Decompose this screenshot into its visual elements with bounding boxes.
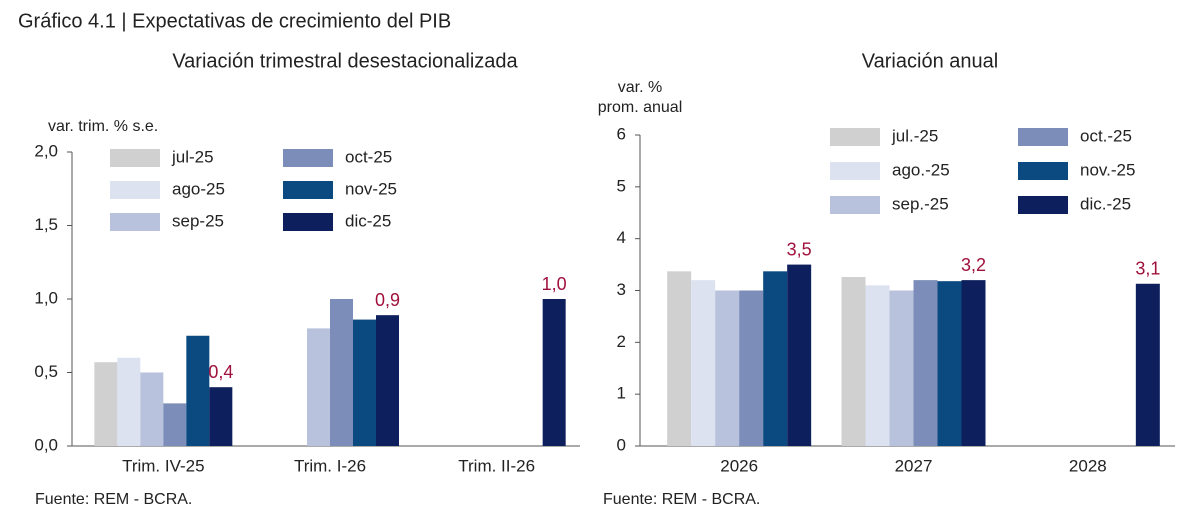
chart-title: Variación trimestral desestacionalizada (172, 50, 518, 72)
legend-label: dic.-25 (1080, 194, 1131, 213)
legend-swatch (830, 162, 880, 180)
x-tick-label: Trim. II-26 (458, 456, 535, 475)
bar (889, 290, 914, 446)
source: Fuente: REM - BCRA. (603, 491, 760, 508)
bar (330, 299, 353, 446)
y-tick-label: 1,5 (34, 215, 58, 234)
bar (376, 315, 399, 446)
legend-swatch (1018, 162, 1068, 180)
legend-label: jul-25 (171, 147, 214, 166)
bar (1135, 283, 1160, 446)
legend-label: nov.-25 (1080, 160, 1135, 179)
legend-swatch (110, 181, 160, 199)
legend-label: nov-25 (345, 179, 397, 198)
y-tick-label: 6 (617, 124, 626, 143)
legend-swatch (283, 181, 333, 199)
bar (163, 403, 187, 446)
y-tick-label: 5 (617, 176, 626, 195)
bar (787, 264, 812, 446)
y-tick-label: 1,0 (34, 288, 58, 307)
bar (353, 319, 376, 446)
bar (937, 281, 962, 446)
bar (739, 290, 764, 446)
x-tick-label: Trim. IV-25 (122, 456, 205, 475)
bar (763, 271, 788, 446)
legend-swatch (830, 128, 880, 146)
legend-swatch (1018, 128, 1068, 146)
legend-label: oct.-25 (1080, 126, 1132, 145)
y-axis-label: var. % (618, 79, 662, 96)
data-label: 3,2 (961, 255, 986, 275)
bar (913, 280, 938, 446)
bar (117, 357, 141, 446)
y-tick-label: 0,0 (34, 435, 58, 454)
x-tick-label: 2026 (720, 456, 758, 475)
x-tick-label: 2028 (1069, 456, 1107, 475)
data-label: 0,4 (208, 362, 233, 382)
legend-swatch (283, 149, 333, 167)
bar (691, 280, 716, 446)
legend-label: sep.-25 (892, 194, 949, 213)
bar (307, 328, 330, 446)
data-label: 1,0 (542, 274, 567, 294)
bar (542, 299, 566, 446)
bar (865, 285, 890, 446)
x-tick-label: 2027 (895, 456, 933, 475)
bar (94, 362, 118, 446)
y-axis-label: prom. anual (598, 99, 683, 116)
y-tick-label: 0,5 (34, 362, 58, 381)
chart-title: Variación anual (862, 50, 998, 72)
y-tick-label: 4 (617, 228, 626, 247)
source: Fuente: REM - BCRA. (35, 491, 192, 508)
y-axis-label: var. trim. % s.e. (48, 118, 158, 135)
data-label: 3,5 (787, 239, 812, 259)
page-title: Gráfico 4.1 | Expectativas de crecimient… (18, 10, 451, 32)
data-label: 0,9 (375, 290, 400, 310)
legend-label: jul.-25 (891, 126, 938, 145)
legend-swatch (1018, 196, 1068, 214)
bar (667, 271, 692, 446)
y-tick-label: 3 (617, 280, 626, 299)
legend-label: dic-25 (345, 211, 391, 230)
legend-label: oct-25 (345, 147, 392, 166)
y-tick-label: 0 (617, 435, 626, 454)
legend-label: sep-25 (172, 211, 224, 230)
legend-label: ago.-25 (892, 160, 950, 179)
legend-label: ago-25 (172, 179, 225, 198)
legend-swatch (830, 196, 880, 214)
bar (140, 372, 164, 446)
bar (841, 277, 866, 446)
bar (186, 335, 210, 446)
bar (961, 280, 986, 446)
bar (209, 387, 233, 446)
legend-swatch (110, 149, 160, 167)
legend-swatch (283, 213, 333, 231)
data-label: 3,1 (1135, 259, 1160, 279)
y-tick-label: 2,0 (34, 141, 58, 160)
bar (715, 290, 740, 446)
legend-swatch (110, 213, 160, 231)
y-tick-label: 1 (617, 384, 626, 403)
x-tick-label: Trim. I-26 (294, 456, 366, 475)
y-tick-label: 2 (617, 332, 626, 351)
